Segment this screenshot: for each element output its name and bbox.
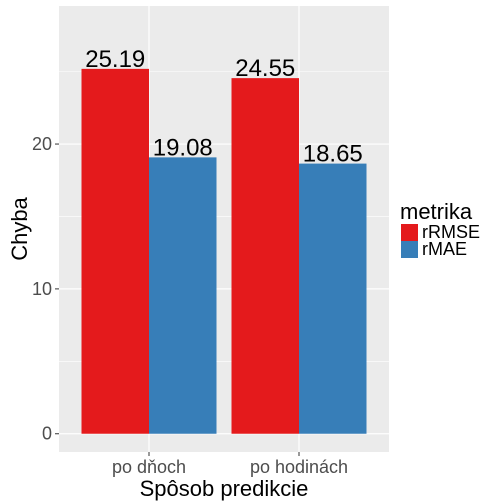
bar-rrmse-1 [81,68,149,434]
data-label: 18.65 [303,141,363,168]
y-axis-title: Chyba [7,196,32,260]
bar-rmae-2 [299,163,367,434]
x-axis-title: Spôsob predikcie [140,476,309,501]
data-label: 25.19 [85,46,145,73]
data-label: 24.55 [235,55,295,82]
x-tick-label: po hodinách [250,457,348,477]
y-tick-label: 10 [32,279,52,299]
legend-title: metrika [400,199,473,224]
bar-rmae-1 [149,157,217,434]
legend-label: rMAE [422,239,467,259]
x-tick-label: po dňoch [112,457,186,477]
y-tick-label: 20 [32,134,52,154]
y-axis: 0 10 20 [32,134,59,444]
legend-label: rRMSE [422,222,480,242]
bar-rrmse-2 [231,78,299,434]
data-labels: 25.19 24.55 19.08 18.65 [85,46,363,168]
legend-key-rrmse [401,224,418,241]
legend-key-rmae [401,241,418,258]
x-axis: po dňoch po hodinách [112,452,348,477]
data-label: 19.08 [153,134,213,161]
y-tick-label: 0 [42,424,52,444]
bars [81,68,367,434]
